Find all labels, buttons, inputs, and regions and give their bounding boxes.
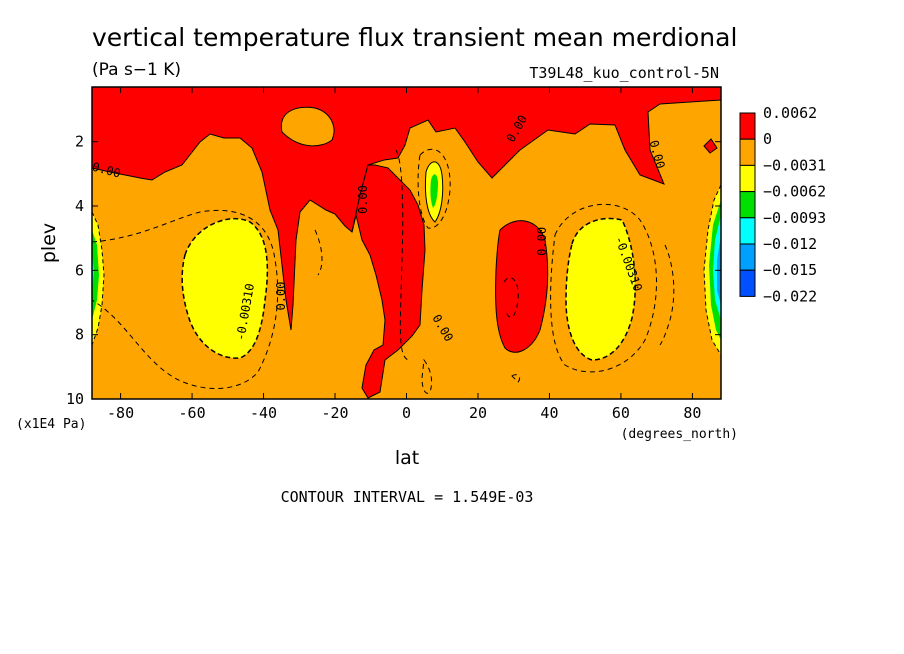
legend-swatch [740, 165, 755, 191]
chart-canvas: vertical temperature flux transient mean… [0, 0, 904, 654]
legend-swatch [740, 192, 755, 218]
contour-interval-label: CONTOUR INTERVAL = 1.549E-03 [281, 488, 534, 506]
legend-swatch [740, 139, 755, 165]
y-tick-label: 10 [66, 390, 84, 408]
contour-label: 0.00 [356, 185, 370, 214]
dataset-label: T39L48_kuo_control-5N [529, 64, 719, 82]
x-tick-label: 0 [402, 404, 411, 422]
legend-label: 0 [763, 130, 772, 148]
legend-swatch [740, 270, 755, 296]
y-axis-label: plev [38, 223, 60, 263]
chart-title: vertical temperature flux transient mean… [92, 23, 737, 52]
x-tick-label: 60 [612, 404, 630, 422]
y-tick-label: 8 [75, 326, 84, 344]
legend-label: −0.022 [763, 287, 817, 305]
legend-label: −0.0062 [763, 183, 826, 201]
y-axis-units: (x1E4 Pa) [16, 417, 86, 432]
contour-label: 0.00 [535, 227, 549, 256]
y-tick-label: 4 [75, 197, 84, 215]
x-tick-label: -80 [107, 404, 134, 422]
y-tick-label: 2 [75, 133, 84, 151]
legend-swatch [740, 244, 755, 270]
legend-label: −0.015 [763, 261, 817, 279]
x-tick-label: -40 [250, 404, 277, 422]
color-legend: 0.0062 0 −0.0031 −0.0062 −0.0093 −0.012 −0.015… [740, 104, 826, 305]
legend-swatch [740, 113, 755, 139]
x-tick-label: 40 [540, 404, 558, 422]
legend-label: −0.0093 [763, 209, 826, 227]
y-tick-label: 6 [75, 261, 84, 279]
x-tick-label: 20 [469, 404, 487, 422]
x-axis-label: lat [395, 447, 419, 469]
legend-label: 0.0062 [763, 104, 817, 122]
units-label: (Pa s−1 K) [92, 60, 181, 80]
x-tick-label: 80 [683, 404, 701, 422]
x-axis-units: (degrees_north) [621, 427, 738, 442]
legend-label: −0.012 [763, 235, 817, 253]
contour-label: 0.00 [274, 282, 288, 311]
legend-label: −0.0031 [763, 156, 826, 174]
x-tick-label: -20 [321, 404, 348, 422]
x-tick-label: -60 [179, 404, 206, 422]
legend-swatch [740, 218, 755, 244]
